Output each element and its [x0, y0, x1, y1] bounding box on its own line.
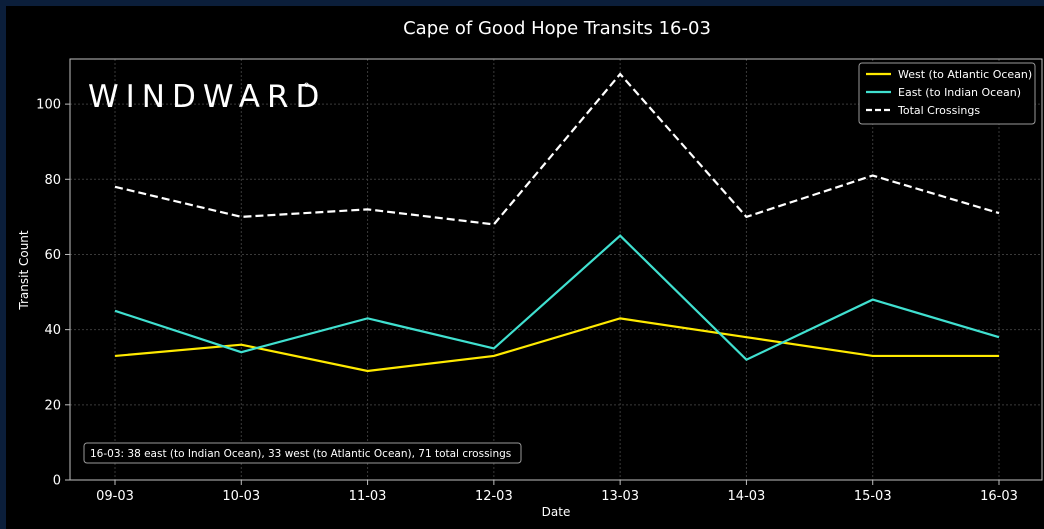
legend-label-total: Total Crossings	[897, 104, 980, 117]
legend-box	[858, 62, 1036, 125]
y-axis-label: Transit Count	[17, 230, 31, 310]
legend: West (to Atlantic Ocean) East (to Indian…	[858, 62, 1036, 125]
series-line-west-to-atlantic-ocean	[114, 317, 999, 373]
x-axis-label: Date	[542, 505, 571, 519]
annotation-text: 16-03: 38 east (to Indian Ocean), 33 wes…	[90, 448, 511, 460]
annotation-frame	[83, 442, 522, 464]
y-tick-label: 20	[44, 398, 61, 413]
y-tick-label: 100	[36, 98, 61, 113]
series-lines	[114, 72, 1000, 373]
line-chart: Cape of Good Hope Transits 16-03 09-03 10…	[17, 18, 1043, 519]
windward-logo: WINDWARD	[88, 79, 326, 115]
series-line-east-to-indian-ocean	[114, 234, 1000, 362]
x-tick-label: 12-03	[475, 489, 513, 504]
chart-frame: Cape of Good Hope Transits 16-03 09-03 10…	[6, 6, 1044, 529]
y-tick-label: 80	[44, 173, 61, 188]
chart-title: Cape of Good Hope Transits 16-03	[403, 18, 711, 39]
annotation-box: 16-03: 38 east (to Indian Ocean), 33 wes…	[83, 442, 522, 464]
legend-label-west: West (to Atlantic Ocean)	[898, 68, 1032, 81]
x-tick-label: 11-03	[349, 489, 387, 504]
windward-logo-mark: °	[303, 81, 310, 97]
plot-area-border	[69, 58, 1043, 481]
series-line-total-crossings	[114, 72, 1000, 226]
y-tick-label: 40	[44, 323, 61, 338]
legend-label-east: East (to Indian Ocean)	[898, 86, 1021, 99]
x-tick-label: 14-03	[728, 489, 766, 504]
axis-ticks: 09-03 10-03 11-03 12-03 13-03 14-03 15-03 16-03…	[36, 98, 1018, 504]
x-tick-label: 10-03	[222, 489, 260, 504]
x-tick-label: 16-03	[980, 489, 1018, 504]
x-tick-label: 09-03	[96, 489, 134, 504]
x-tick-label: 13-03	[601, 489, 639, 504]
x-tick-label: 15-03	[854, 489, 892, 504]
y-tick-label: 0	[53, 474, 61, 489]
y-tick-label: 60	[44, 248, 61, 263]
